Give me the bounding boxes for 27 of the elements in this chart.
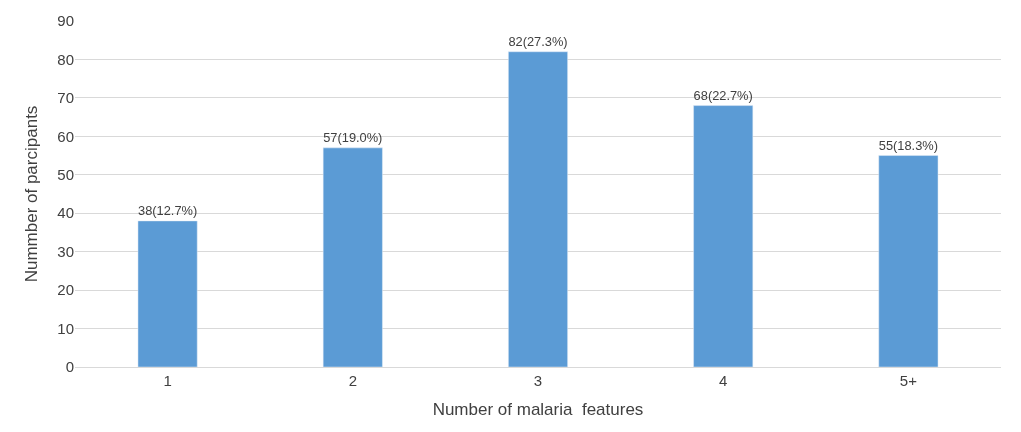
bar	[878, 155, 939, 367]
data-label: 57(19.0%)	[323, 130, 383, 146]
y-tick-label: 60	[57, 127, 74, 145]
y-tick-label: 10	[57, 319, 74, 337]
bar	[322, 147, 383, 367]
x-tick-label: 5+	[899, 372, 918, 389]
y-tick-label: 20	[57, 281, 74, 299]
bar	[693, 105, 754, 367]
data-label: 38(12.7%)	[138, 203, 198, 219]
data-label: 68(22.7%)	[693, 88, 753, 104]
x-tick-label: 1	[163, 372, 172, 389]
bar	[137, 220, 198, 367]
data-label: 55(18.3%)	[878, 137, 938, 153]
bar	[508, 51, 568, 367]
x-tick-label: 2	[348, 372, 357, 389]
y-tick-label: 70	[57, 89, 74, 107]
y-tick-label: 50	[57, 166, 74, 184]
y-axis-title: Nummber of parcipants	[21, 105, 41, 283]
x-tick-label: 4	[719, 372, 728, 389]
y-tick-label: 80	[57, 50, 74, 68]
x-axis-title: Number of malaria features	[432, 400, 644, 420]
data-label: 82(27.3%)	[508, 34, 568, 50]
x-tick-label: 3	[533, 372, 543, 389]
y-tick-label: 30	[57, 242, 74, 260]
y-tick-label: 90	[57, 12, 74, 30]
y-tick-label: 40	[57, 204, 74, 222]
y-tick-label: 0	[65, 358, 74, 376]
